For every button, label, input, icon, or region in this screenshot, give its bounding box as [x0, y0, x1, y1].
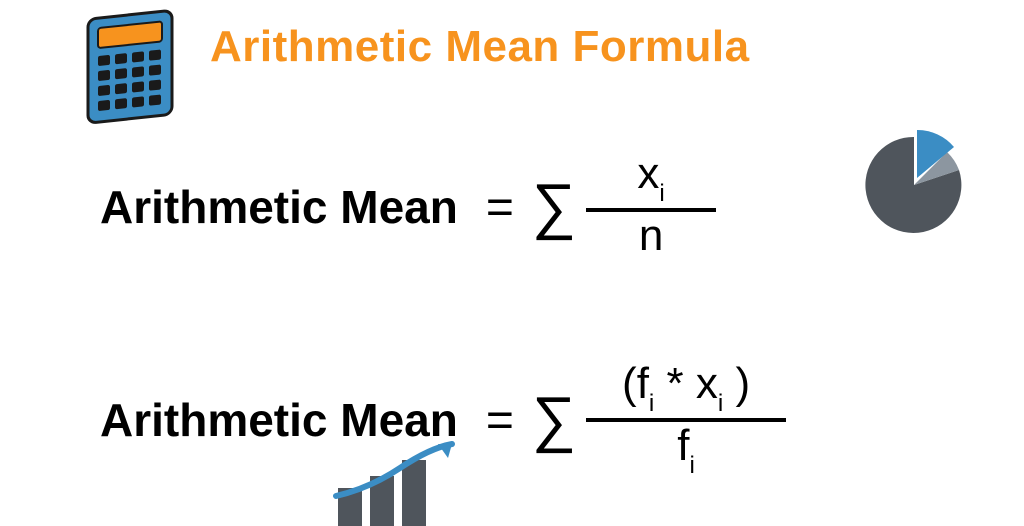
sub-i: i [718, 390, 723, 417]
sub-i: i [690, 452, 695, 479]
var-f: f [677, 421, 689, 470]
sigma-symbol: ∑ [532, 176, 576, 238]
formula2-denominator: fi [665, 422, 707, 480]
formula2-fraction: (fi * xi ) fi [586, 360, 786, 481]
page-title: Arithmetic Mean Formula [210, 22, 750, 72]
title-text: Arithmetic Mean Formula [210, 22, 750, 71]
formula1-numerator: xi [625, 150, 676, 208]
sigma-symbol: ∑ [532, 389, 576, 451]
var-x: x [637, 149, 659, 198]
sub-i: i [649, 390, 654, 417]
equals-sign: = [486, 180, 514, 235]
formula2-lhs: Arithmetic Mean [100, 393, 458, 447]
var-f: f [637, 359, 649, 408]
sub-i: i [659, 180, 664, 207]
star: * [654, 359, 696, 408]
paren-open: ( [622, 359, 637, 408]
formula-simple-mean: Arithmetic Mean = ∑ xi n [100, 150, 716, 265]
formula1-lhs: Arithmetic Mean [100, 180, 458, 234]
formula1-denominator: n [627, 212, 675, 264]
equals-sign: = [486, 393, 514, 448]
formula-weighted-mean: Arithmetic Mean = ∑ (fi * xi ) fi [100, 360, 786, 481]
pie-chart-icon [859, 130, 969, 240]
var-x: x [696, 359, 718, 408]
calculator-icon [80, 8, 180, 128]
formula2-numerator: (fi * xi ) [610, 360, 762, 418]
formula1-fraction: xi n [586, 150, 716, 265]
paren-close: ) [723, 359, 750, 408]
